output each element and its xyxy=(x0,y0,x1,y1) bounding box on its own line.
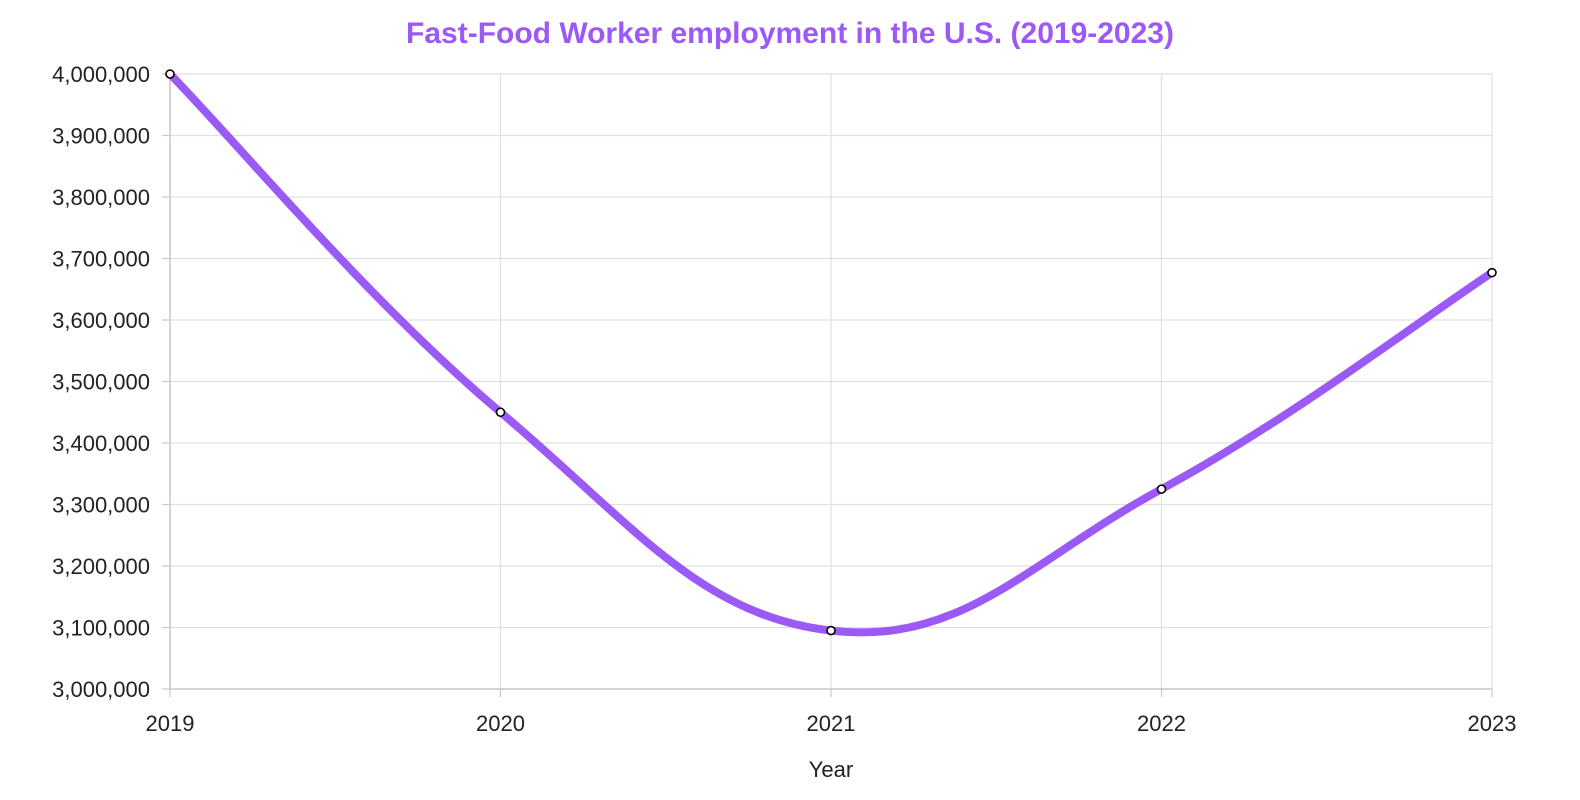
y-tick-label: 3,300,000 xyxy=(52,493,150,518)
y-tick-label: 3,700,000 xyxy=(52,247,150,272)
x-tick-label: 2021 xyxy=(807,711,856,736)
y-tick-label: 3,200,000 xyxy=(52,554,150,579)
grid-lines xyxy=(169,73,1493,690)
y-tick-label: 3,600,000 xyxy=(52,308,150,333)
x-tick-label: 2020 xyxy=(476,711,525,736)
data-point-2022[interactable] xyxy=(1156,484,1167,494)
y-tick-label: 3,900,000 xyxy=(52,124,150,149)
x-axis-label: Year xyxy=(809,757,853,782)
y-tick-label: 3,800,000 xyxy=(52,185,150,210)
data-point-2021[interactable] xyxy=(826,625,836,636)
data-point-2023[interactable] xyxy=(1487,267,1497,278)
chart-title: Fast-Food Worker employment in the U.S. … xyxy=(406,17,1174,50)
x-tick-label: 2019 xyxy=(146,711,195,736)
y-axis-ticks: 3,000,000 3,100,000 3,200,000 3,300,000 3,40… xyxy=(52,62,170,702)
series-line xyxy=(166,70,1496,637)
y-tick-label: 3,100,000 xyxy=(52,616,150,641)
series-group xyxy=(166,70,1496,637)
x-tick-label: 2022 xyxy=(1137,711,1186,736)
y-tick-label: 3,500,000 xyxy=(52,370,150,395)
x-axis-ticks: 2019 2020 2021 2022 2023 xyxy=(146,689,1517,736)
data-points xyxy=(165,69,1497,636)
y-tick-label: 4,000,000 xyxy=(52,62,150,87)
y-tick-label: 3,000,000 xyxy=(52,677,150,702)
data-point-2020[interactable] xyxy=(495,407,506,418)
data-point-2019[interactable] xyxy=(165,69,175,79)
y-tick-label: 3,400,000 xyxy=(52,431,150,456)
x-tick-label: 2023 xyxy=(1468,711,1517,736)
